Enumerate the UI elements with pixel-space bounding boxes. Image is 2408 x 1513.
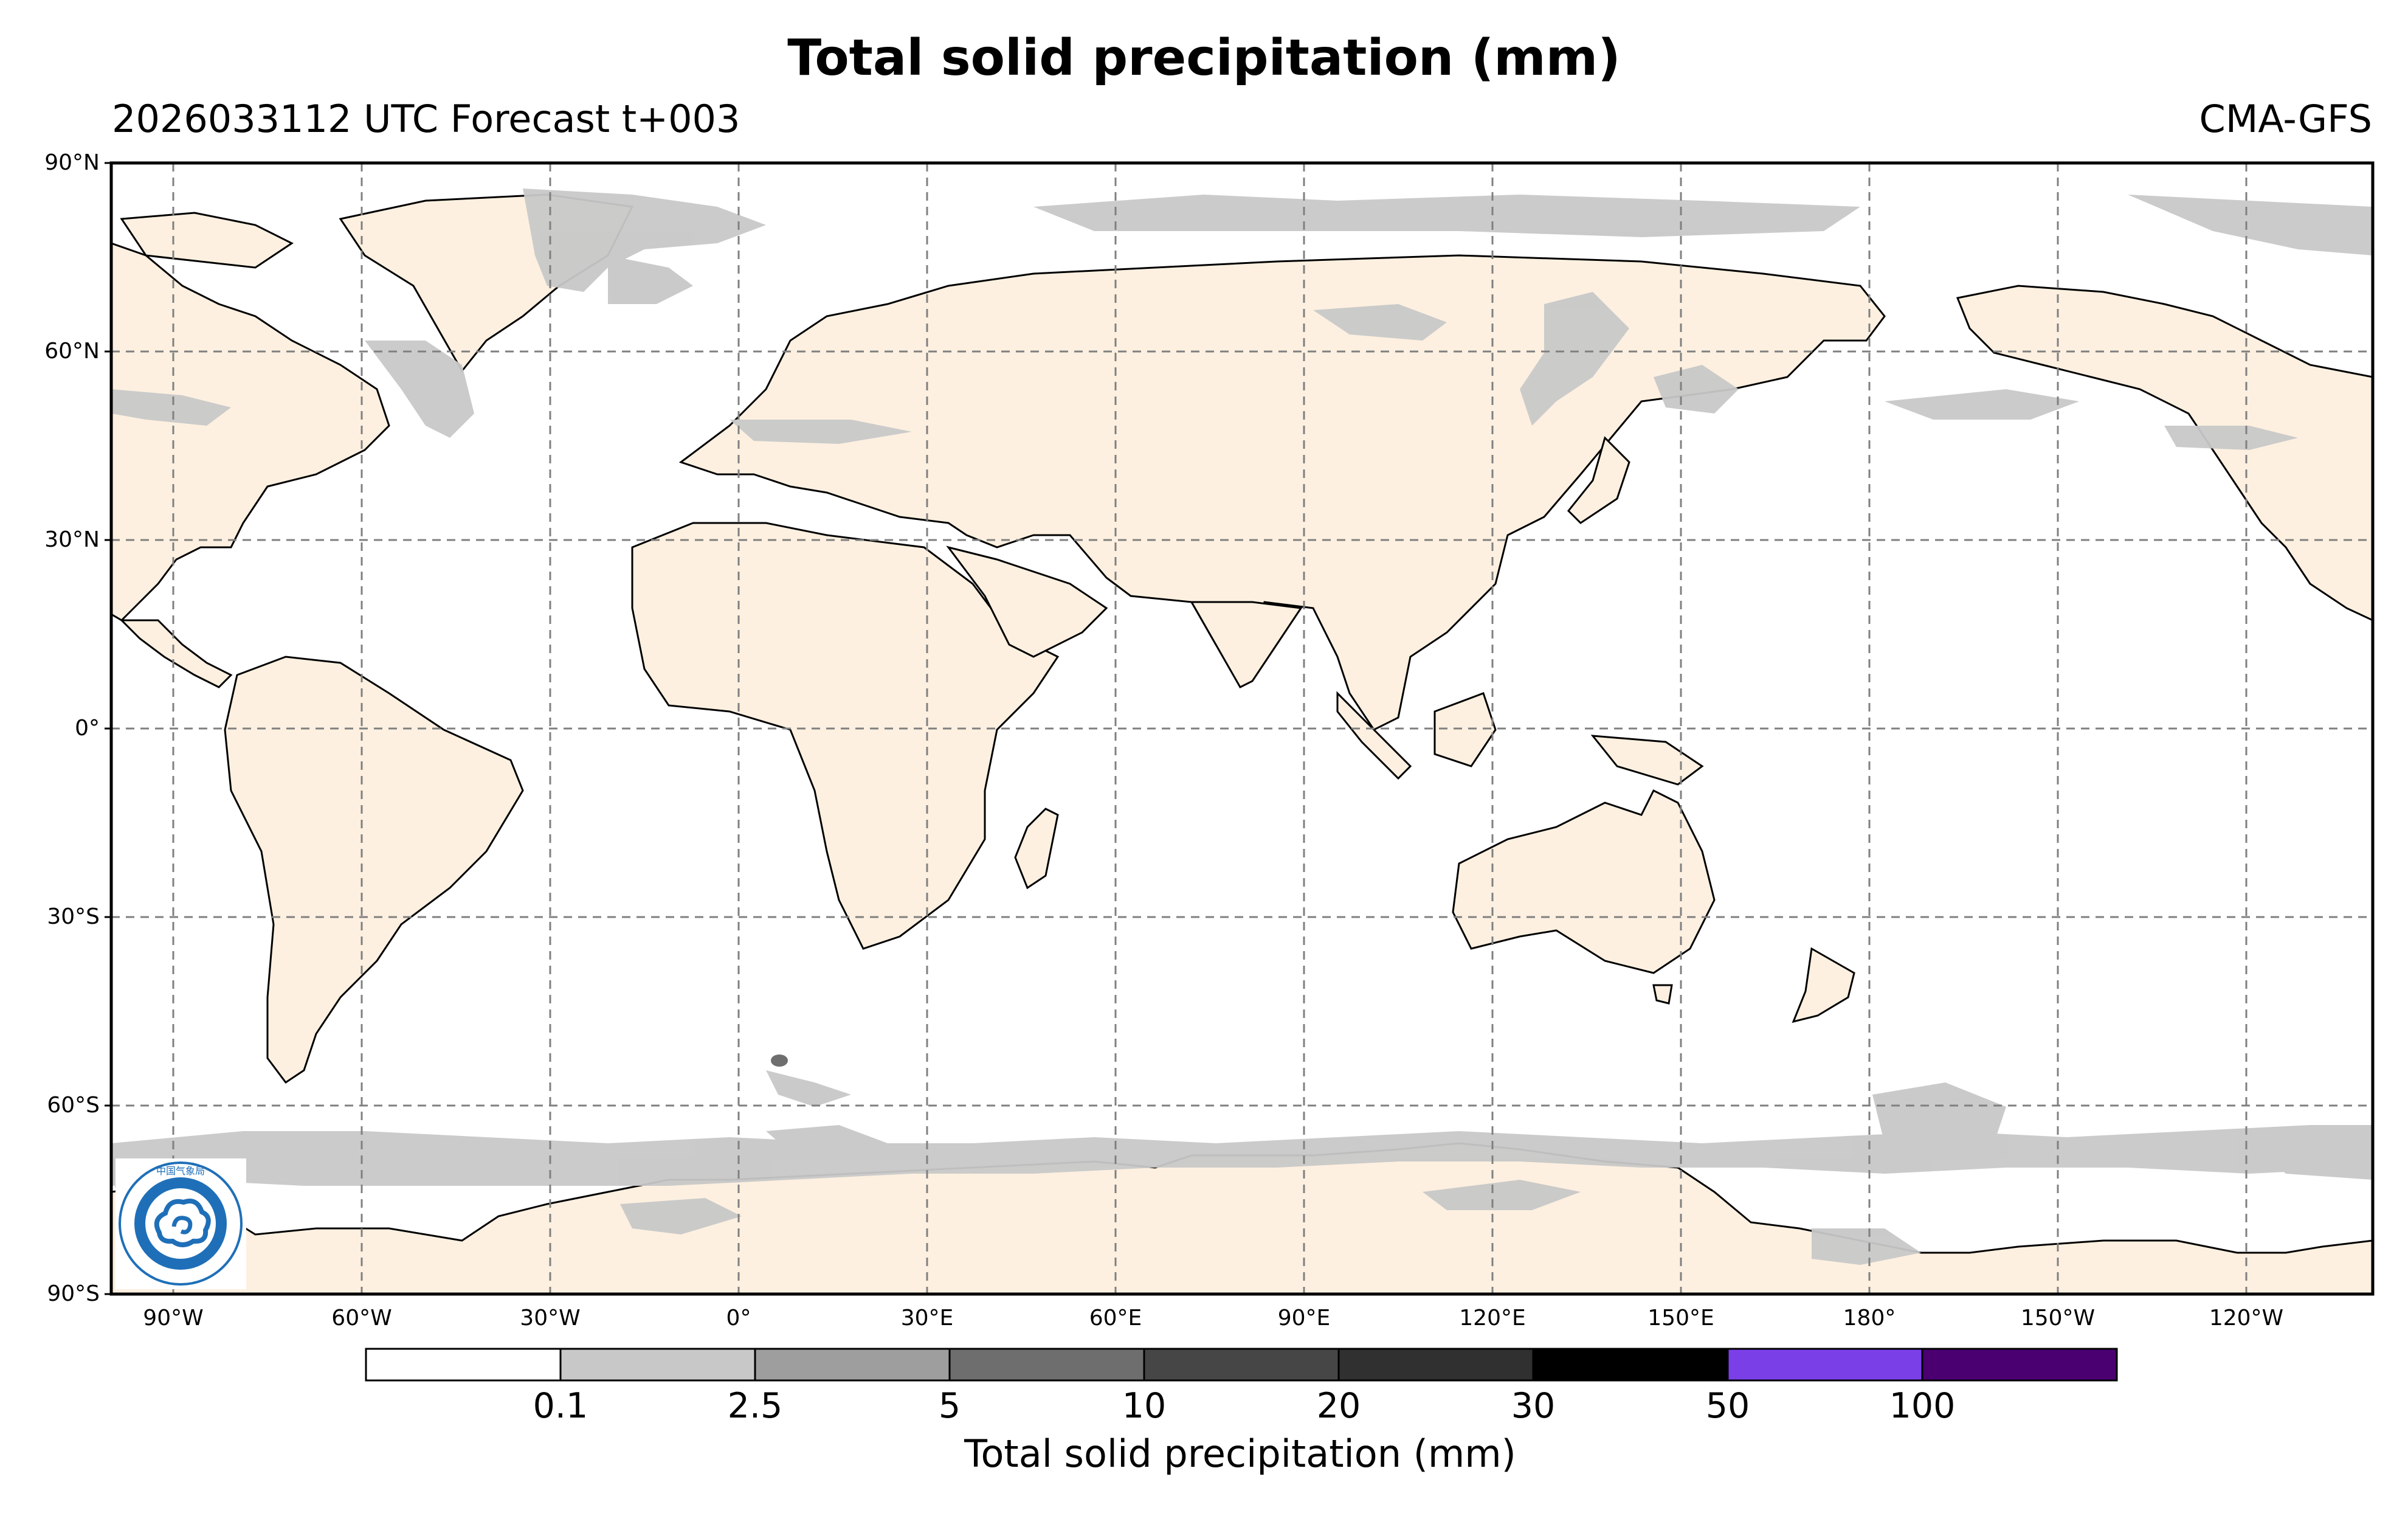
- lat-label: 90°N: [44, 150, 100, 175]
- precipitation-layer: [111, 189, 2373, 1265]
- lon-label: 0°: [726, 1306, 751, 1331]
- colorbar-swatch: [1337, 1348, 1534, 1382]
- precip-area: [1812, 1228, 1921, 1265]
- tasmania-landmass: [1652, 984, 1673, 1005]
- colorbar-label: Total solid precipitation (mm): [964, 1432, 1516, 1476]
- precip-area: [365, 341, 474, 438]
- svg-text:中国气象局: 中国气象局: [156, 1165, 205, 1177]
- colorbar-swatch: [948, 1348, 1145, 1382]
- precip-area: [1872, 1082, 2006, 1155]
- lon-label: 60°W: [331, 1306, 392, 1331]
- precip-area: [2164, 426, 2298, 450]
- lon-label: 90°W: [143, 1306, 204, 1331]
- precip-area: [1520, 292, 1629, 426]
- india-landmass: [1190, 601, 1303, 688]
- borneo-landmass: [1433, 692, 1497, 767]
- colorbar: [365, 1348, 2118, 1382]
- colorbar-swatch: [365, 1348, 562, 1382]
- colorbar-swatch: [1532, 1348, 1729, 1382]
- colorbar-tick-label: 2.5: [727, 1386, 783, 1426]
- madagascar-landmass: [1014, 808, 1059, 890]
- arctic-islands-landmass: [120, 212, 294, 269]
- colorbar-tick-label: 50: [1705, 1386, 1750, 1426]
- precip-area: [620, 1198, 742, 1234]
- south-america-landmass: [224, 656, 524, 1084]
- lon-label: 150°W: [2020, 1306, 2096, 1331]
- colorbar-tick-label: 30: [1511, 1386, 1556, 1426]
- precip-area: [2249, 1131, 2373, 1180]
- sumatra-landmass: [1336, 691, 1412, 780]
- lat-label: 90°S: [47, 1281, 100, 1306]
- japan-landmass: [1567, 436, 1630, 524]
- cma-logo-icon: 中国气象局: [116, 1158, 246, 1289]
- lon-label: 60°E: [1089, 1306, 1142, 1331]
- central-america-landmass: [119, 619, 233, 688]
- precip-area: [766, 1125, 888, 1155]
- model-name-label: CMA-GFS: [2199, 97, 2372, 141]
- precip-area: [766, 1070, 851, 1107]
- lon-label: 30°E: [900, 1306, 954, 1331]
- precip-area: [1313, 304, 1447, 341]
- lon-label: 30°W: [520, 1306, 581, 1331]
- precip-area: [608, 255, 693, 304]
- lat-label: 0°: [75, 716, 100, 741]
- precip-area: [1033, 195, 1860, 237]
- forecast-time-label: 2026033112 UTC Forecast t+003: [112, 97, 740, 141]
- lon-label: 180°: [1843, 1306, 1896, 1331]
- colorbar-swatch: [559, 1348, 756, 1382]
- precip-area: [523, 189, 766, 292]
- precip-area: [111, 1125, 2373, 1186]
- colorbar-tick-label: 5: [938, 1386, 961, 1426]
- lon-label: 120°E: [1459, 1306, 1526, 1331]
- lat-label: 30°S: [47, 904, 100, 929]
- colorbar-tick-label: 10: [1122, 1386, 1167, 1426]
- alaska-landmass: [1956, 285, 2373, 621]
- australia-landmass: [1452, 789, 1716, 974]
- new-zealand-landmass: [1792, 947, 1855, 1023]
- precip-area: [1423, 1180, 1581, 1210]
- colorbar-swatch: [754, 1348, 951, 1382]
- precip-area: [1654, 365, 1739, 414]
- colorbar-tick-label: 0.1: [533, 1386, 588, 1426]
- lon-label: 120°W: [2209, 1306, 2284, 1331]
- graticule: [111, 163, 2373, 1294]
- map-title: Total solid precipitation (mm): [787, 29, 1621, 87]
- lat-label: 60°N: [44, 339, 100, 364]
- lat-label: 30°N: [44, 527, 100, 552]
- precip-area-moderate: [771, 1054, 788, 1067]
- colorbar-swatch: [1727, 1348, 1923, 1382]
- colorbar-swatch: [1143, 1348, 1340, 1382]
- lon-label: 150°E: [1647, 1306, 1714, 1331]
- lat-label: 60°S: [47, 1093, 100, 1118]
- precip-area: [1885, 389, 2079, 420]
- precip-area: [2128, 195, 2373, 255]
- colorbar-swatch: [1921, 1348, 2118, 1382]
- colorbar-tick-label: 20: [1316, 1386, 1361, 1426]
- africa-landmass: [631, 522, 1060, 950]
- new-guinea-landmass: [1590, 735, 1704, 786]
- north-america-landmass: [111, 242, 390, 621]
- colorbar-tick-label: 100: [1889, 1386, 1956, 1426]
- arabia-landmass: [946, 545, 1108, 658]
- lon-label: 90°E: [1277, 1306, 1331, 1331]
- precip-area: [111, 389, 231, 426]
- precip-area: [730, 420, 912, 444]
- axis-ticks: [105, 162, 111, 1295]
